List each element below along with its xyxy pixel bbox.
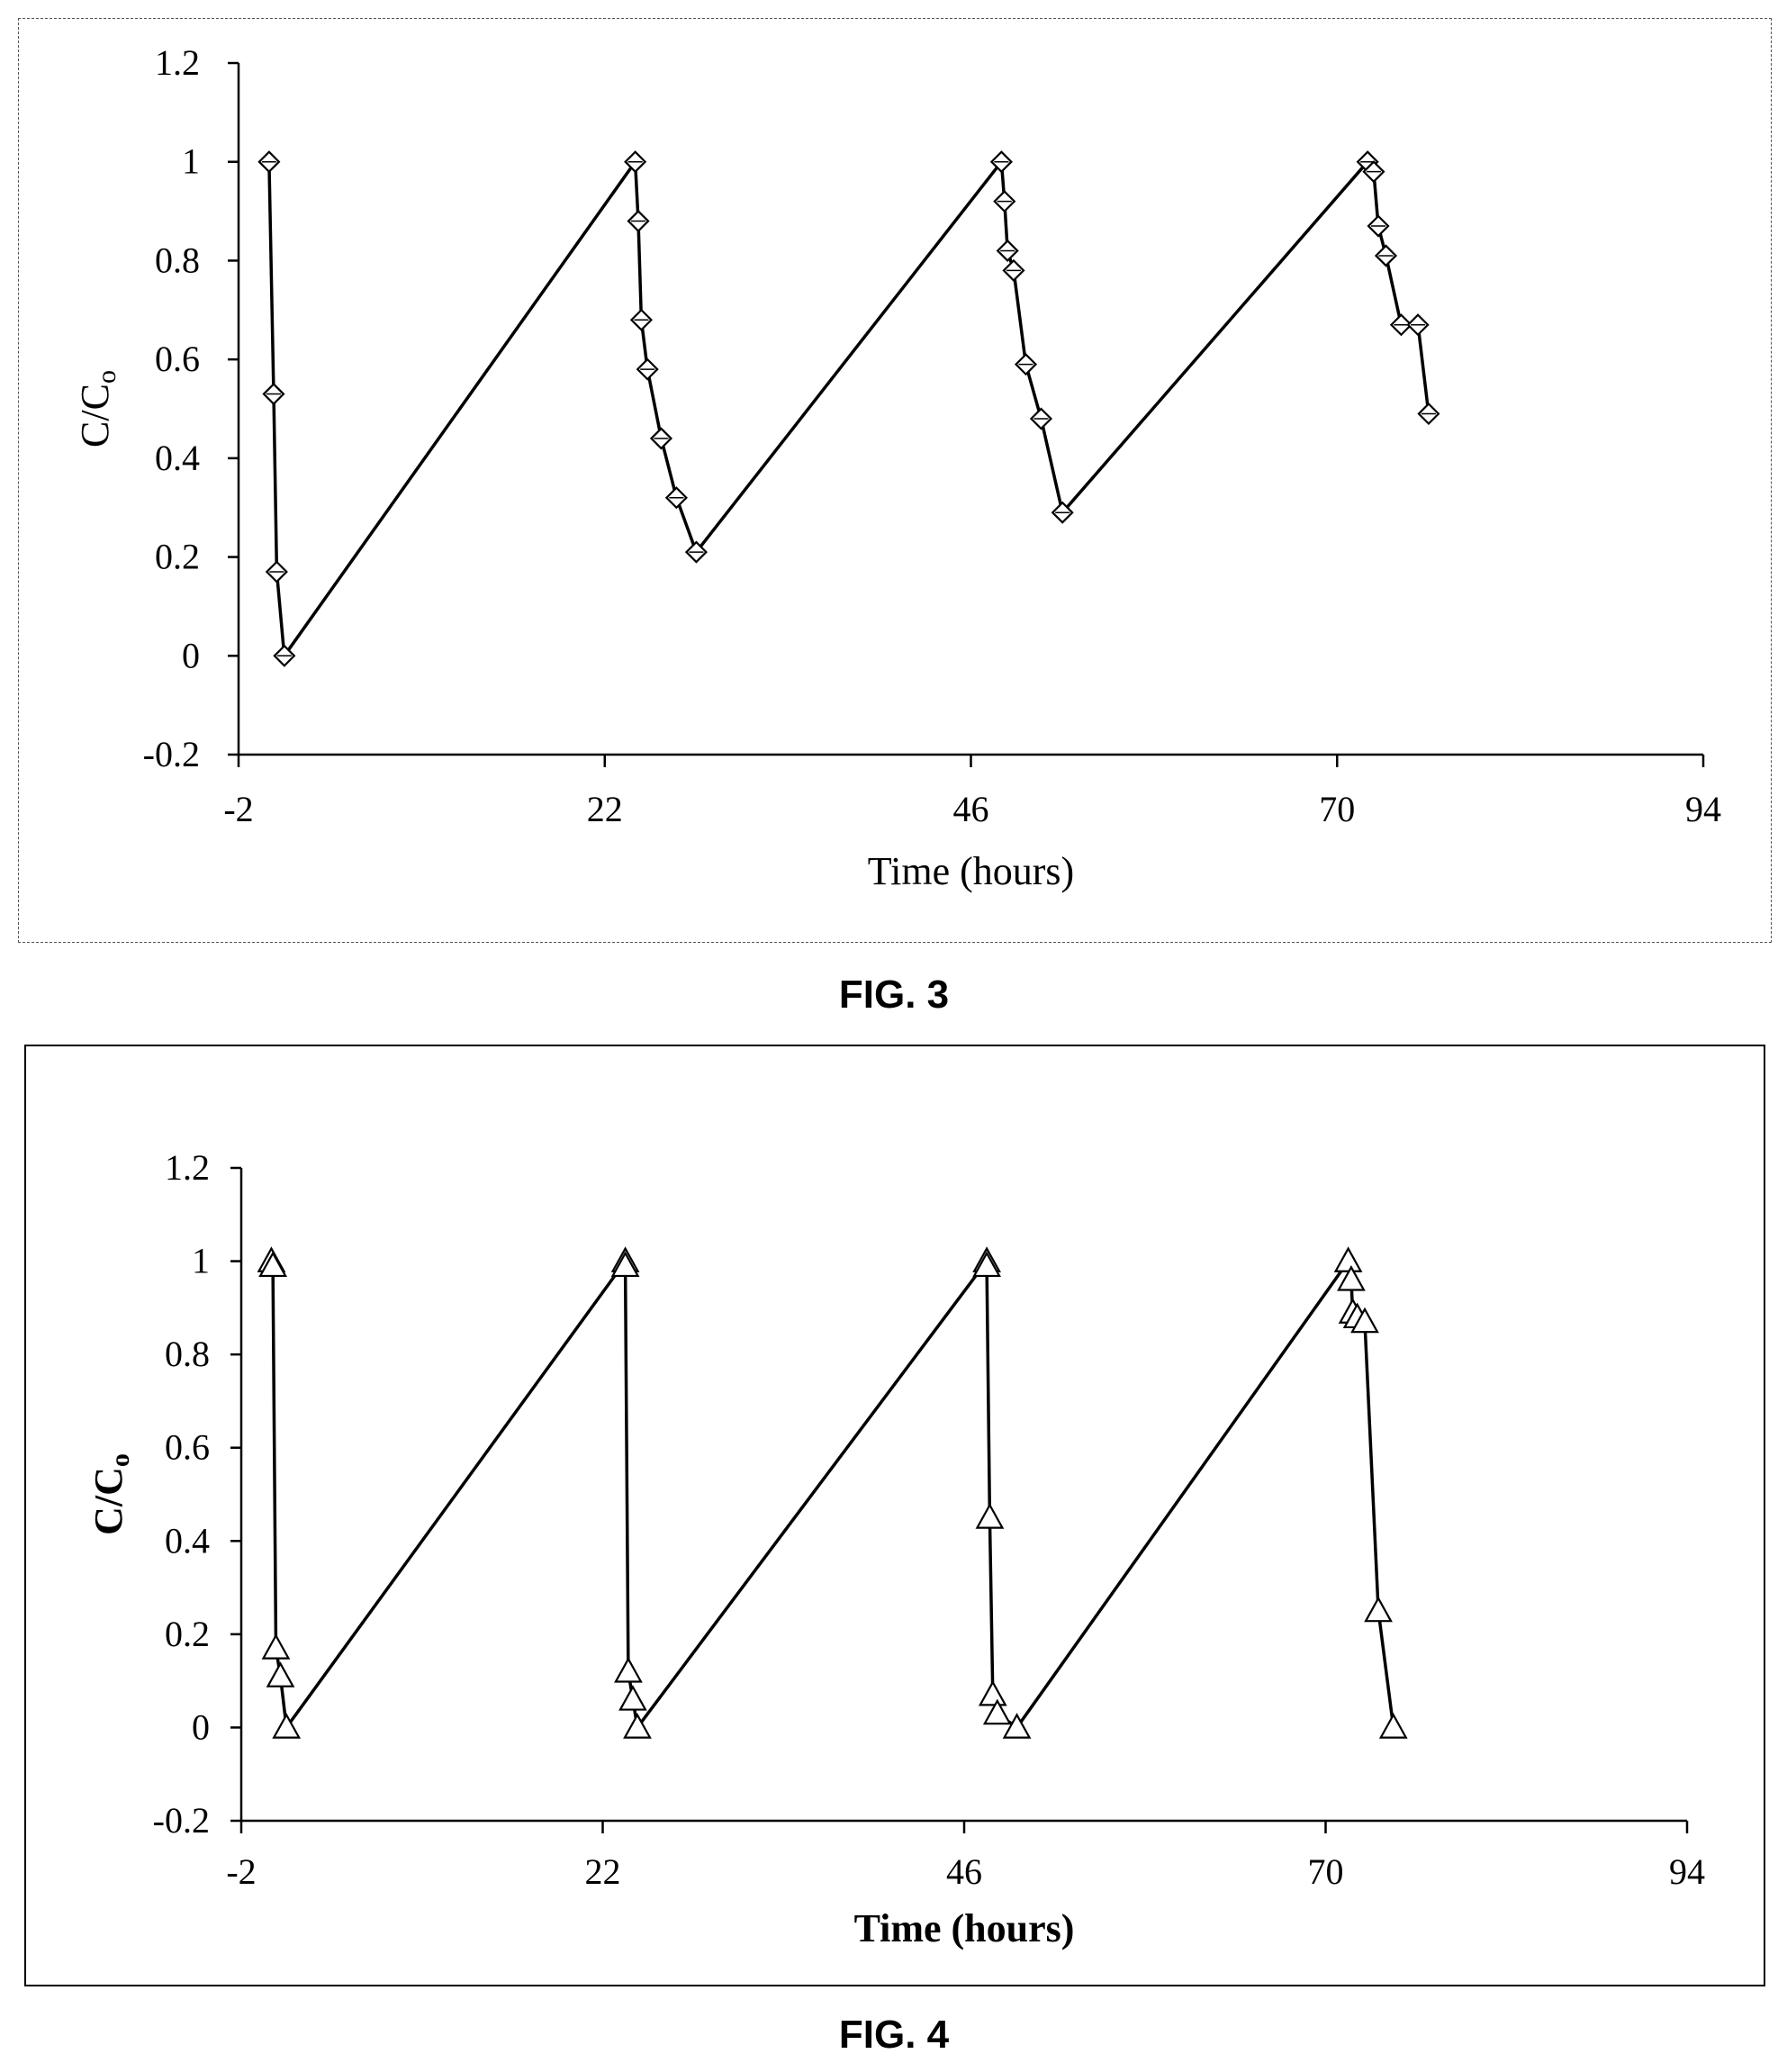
fig4-series-line (269, 1259, 1395, 1730)
fig4-data-point (972, 1251, 1001, 1278)
fig4-x-tick-label: 70 (1308, 1851, 1344, 1892)
fig4-data-point (610, 1251, 640, 1278)
fig4-data-point (975, 1503, 1005, 1529)
fig4-data-point (1350, 1307, 1379, 1334)
fig4-data-point (1333, 1246, 1363, 1272)
fig3-y-axis-title-main: C/C (73, 384, 117, 448)
fig4-data-point (1378, 1713, 1408, 1739)
fig4-y-tick-label: 0 (192, 1706, 210, 1747)
fig3-y-tick-label: 0.2 (155, 537, 200, 577)
fig3-series-line (267, 159, 1431, 658)
fig3-y-tick-label: -0.2 (143, 734, 200, 774)
fig4-y-axis-title-main: C/C (86, 1467, 131, 1535)
fig4-data-point (1364, 1596, 1393, 1623)
fig3-x-tick-label: 70 (1319, 789, 1355, 829)
fig4-plot: -0.2 0 0.2 0.4 0.6 0.8 1 1.2 -2 22 46 70 94 Time (hou… (86, 1147, 1705, 1950)
fig4-caption: FIG. 4 (838, 2013, 950, 2057)
fig3-y-axis-title: C/Co (73, 370, 122, 448)
fig4-data-point (982, 1698, 1012, 1725)
fig4-x-tick-label: 46 (946, 1851, 982, 1892)
fig4-y-axis-title: C/Co (86, 1453, 135, 1535)
fig3-y-tick-label: 0 (182, 635, 200, 675)
fig4-data-point (261, 1633, 291, 1660)
fig4-y-tick-label: 1 (192, 1241, 210, 1281)
fig4-chart-frame (24, 1045, 1765, 1986)
fig3-chart-frame (18, 18, 1772, 943)
fig3-x-tick-label: 46 (953, 789, 989, 829)
fig4-data-point (618, 1685, 647, 1711)
fig3-y-tick-label: 1 (182, 141, 200, 182)
fig4-data-point (614, 1657, 643, 1683)
fig3-x-tick-label: -2 (223, 789, 253, 829)
fig4-data-point (978, 1679, 1007, 1706)
fig4-x-tick-label: 22 (585, 1851, 621, 1892)
fig4-x-tick-label: 94 (1669, 1851, 1705, 1892)
fig4-y-tick-label: -0.2 (153, 1800, 210, 1841)
fig4-data-point (1337, 1265, 1366, 1291)
fig4-data-point (266, 1661, 295, 1687)
fig3-caption: FIG. 3 (838, 973, 950, 1017)
fig3-y-axis-title-sub: o (92, 370, 122, 384)
fig3-y-tick-label: 0.6 (155, 339, 200, 379)
fig4-y-tick-label: 0.4 (165, 1520, 210, 1561)
fig4-y-tick-label: 0.2 (165, 1614, 210, 1654)
fig4-y-axis-title-sub: o (105, 1453, 135, 1467)
fig3-y-tick-label: 0.8 (155, 240, 200, 280)
fig4-data-point (623, 1713, 652, 1739)
fig3-x-axis-title: Time (hours) (868, 849, 1074, 893)
fig4-y-tick-label: 0.6 (165, 1427, 210, 1468)
fig4-data-point (272, 1713, 302, 1739)
fig3-x-tick-label: 22 (587, 789, 623, 829)
fig4-y-tick-label: 0.8 (165, 1334, 210, 1374)
fig3-y-tick-label: 1.2 (155, 42, 200, 83)
fig3-plot: -0.2 0 0.2 0.4 0.6 0.8 1 1.2 -2 22 46 70 94 Time (hou… (73, 42, 1721, 893)
fig4-y-tick-label: 1.2 (165, 1147, 210, 1188)
fig4-x-tick-label: -2 (226, 1851, 256, 1892)
fig4-data-point (258, 1251, 288, 1278)
fig4-x-axis-title: Time (hours) (854, 1906, 1075, 1950)
fig4-data-point (1002, 1713, 1032, 1739)
fig3-x-tick-label: 94 (1685, 789, 1721, 829)
fig3-y-tick-label: 0.4 (155, 438, 200, 478)
